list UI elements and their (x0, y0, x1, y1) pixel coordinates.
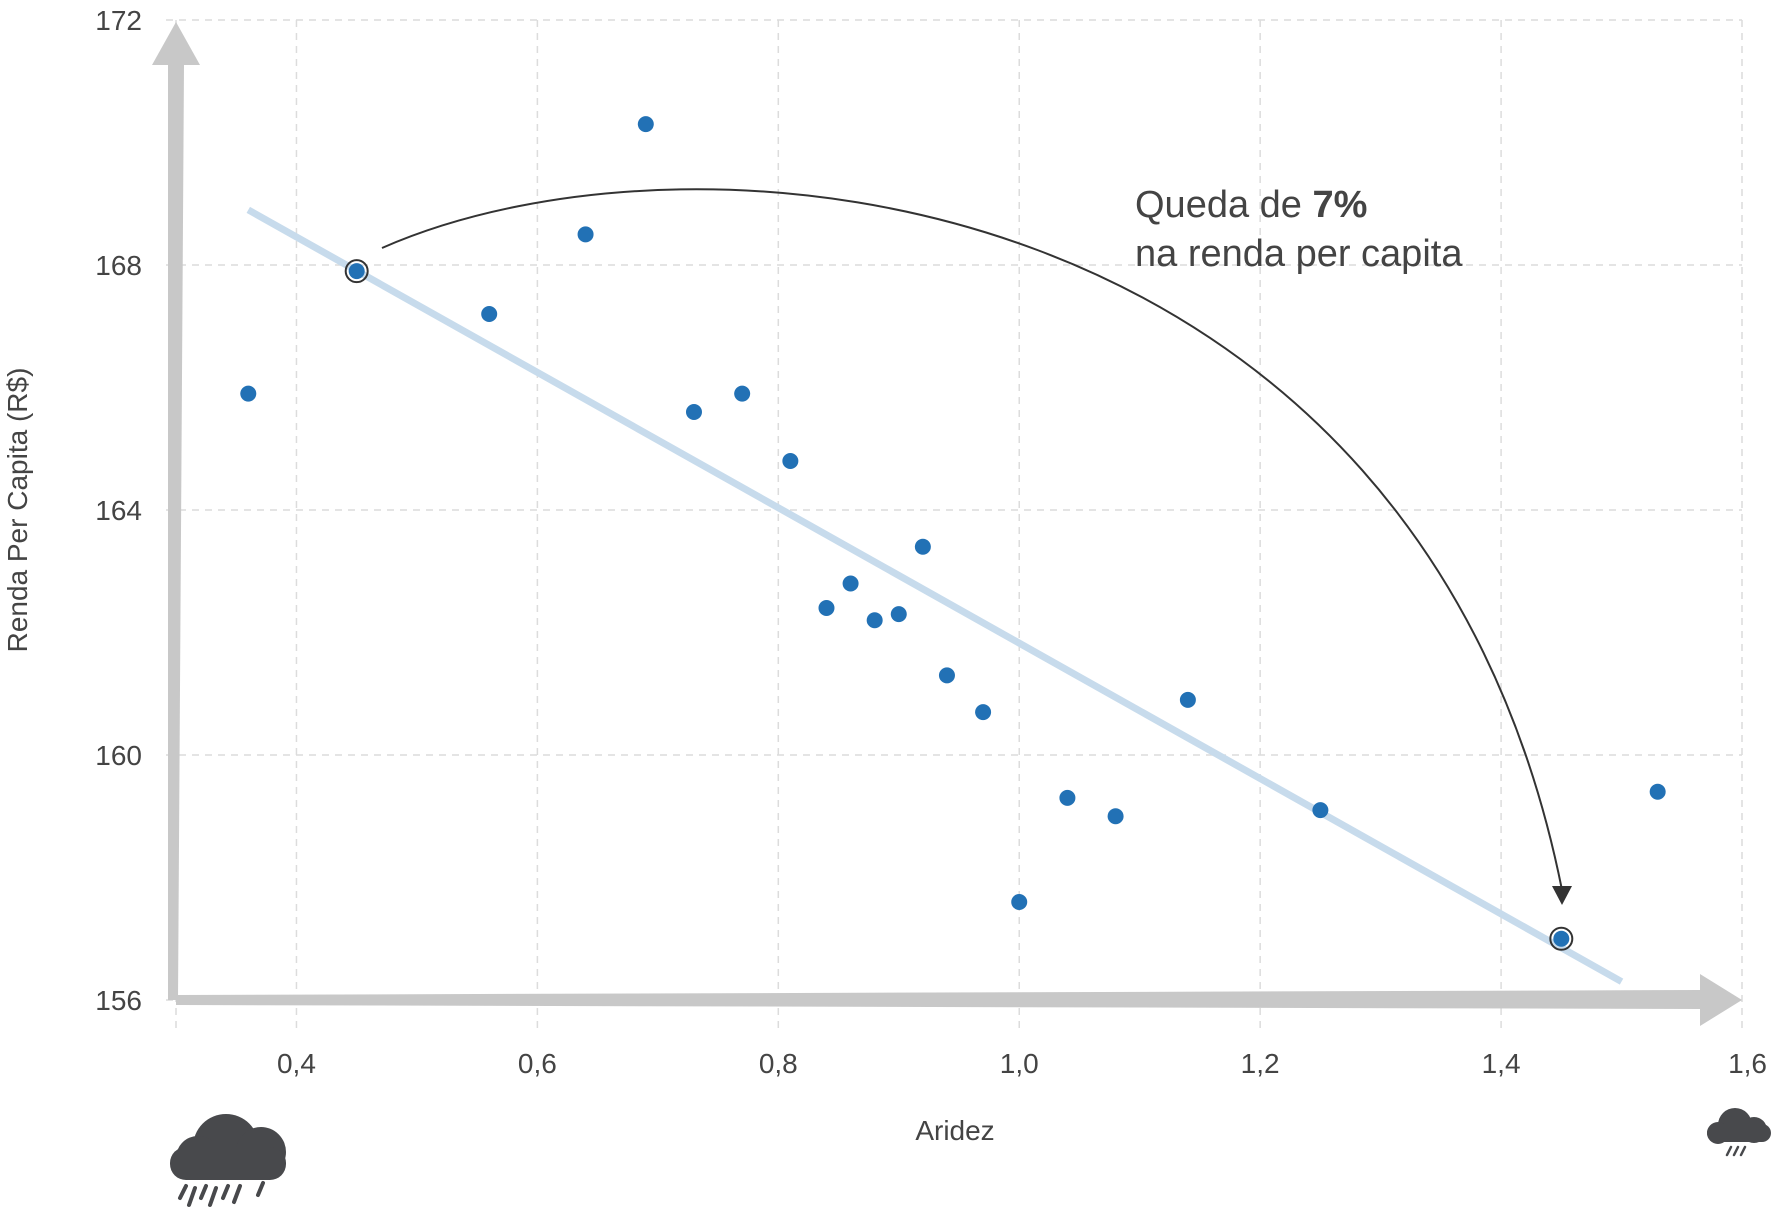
data-point (481, 306, 498, 322)
data-point (1553, 930, 1570, 947)
data-point (348, 263, 365, 280)
annotation-arrowhead (1552, 886, 1572, 905)
x-axis-arrow (176, 974, 1742, 1026)
data-points (240, 116, 1666, 947)
data-point (818, 600, 835, 616)
data-point (975, 704, 992, 721)
data-point (842, 575, 859, 592)
light-rain-cloud-icon (1707, 1108, 1771, 1157)
data-point (866, 612, 883, 629)
y-tick-label: 164 (95, 495, 142, 526)
data-point (782, 453, 799, 469)
data-point (938, 667, 955, 684)
y-tick-label: 168 (95, 250, 142, 281)
heavy-rain-cloud-icon (170, 1114, 286, 1207)
y-tick-labels: 156 160 164 168 172 (95, 5, 142, 1016)
data-point (685, 404, 702, 420)
annotation-line-1: Queda de 7% (1135, 184, 1367, 226)
x-tick-label: 1,6 (1728, 1048, 1767, 1079)
x-tick-label: 1,4 (1482, 1048, 1521, 1079)
highlight-ring (1549, 926, 1574, 951)
highlighted-points (344, 259, 1574, 951)
data-point (240, 385, 257, 402)
highlight-ring (344, 259, 369, 284)
data-point (637, 116, 654, 133)
y-tick-label: 156 (95, 985, 142, 1016)
data-point (1107, 808, 1124, 825)
data-point (1179, 691, 1196, 708)
trend-line (246, 206, 1624, 985)
data-point (914, 538, 931, 555)
y-tick-label: 172 (95, 5, 142, 36)
x-tick-label: 1,2 (1241, 1048, 1280, 1079)
x-tick-label: 0,8 (759, 1048, 798, 1079)
data-point (577, 226, 594, 243)
data-point (1059, 789, 1076, 806)
annotation-line-2: na renda per capita (1135, 233, 1463, 275)
x-tick-label: 1,0 (1000, 1048, 1039, 1079)
data-point (890, 606, 907, 623)
grid-lines (166, 19, 1743, 1030)
x-tick-labels: 0,4 0,6 0,8 1,0 1,2 1,4 1,6 (277, 1048, 1767, 1079)
data-point (1312, 802, 1329, 819)
x-axis-title: Aridez (915, 1115, 994, 1146)
annotation-arrow (381, 188, 1563, 891)
y-tick-label: 160 (95, 740, 142, 771)
x-tick-label: 0,4 (277, 1048, 316, 1079)
y-axis-arrow (152, 22, 200, 1000)
data-point (1011, 894, 1028, 910)
data-point (1649, 783, 1666, 800)
x-tick-label: 0,6 (518, 1048, 557, 1079)
y-axis-title: Renda Per Capita (R$) (2, 368, 33, 653)
data-point (734, 385, 751, 402)
